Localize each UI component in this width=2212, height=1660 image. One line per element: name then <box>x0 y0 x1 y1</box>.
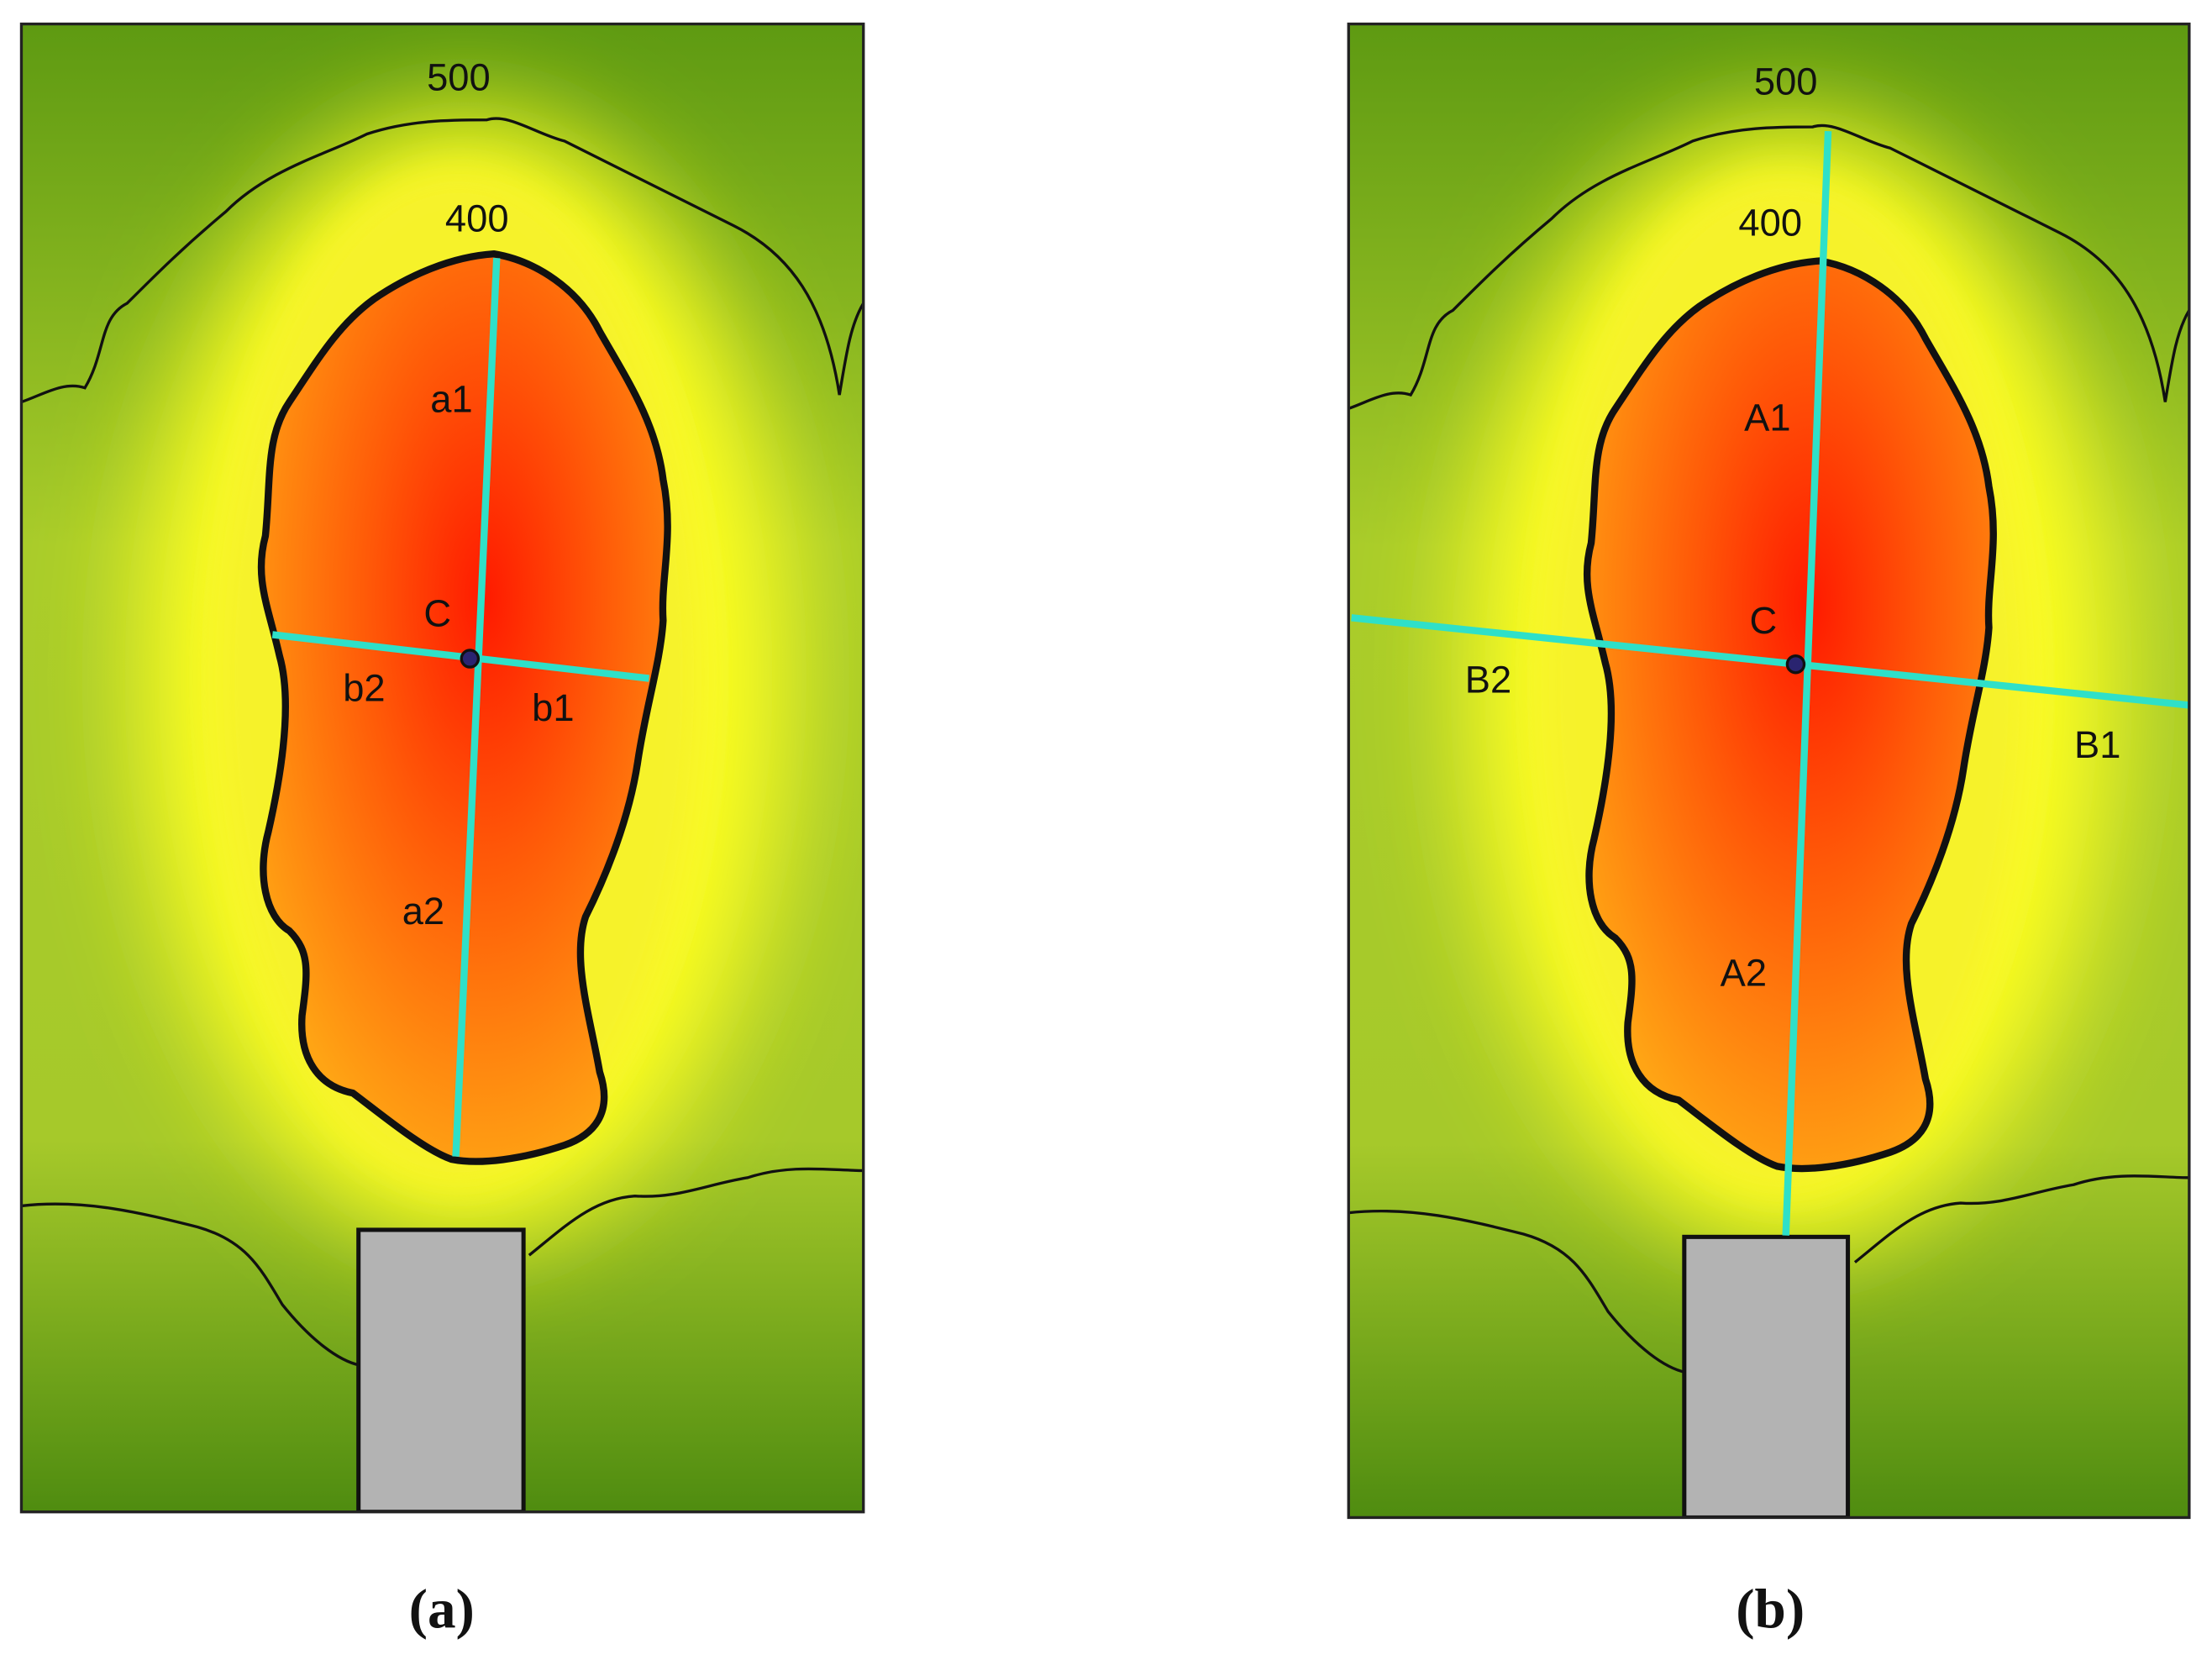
panel-caption: (a) <box>409 1578 475 1641</box>
axis-label: B2 <box>1465 659 1511 701</box>
contour-label: 400 <box>1738 202 1802 244</box>
contour-label: 500 <box>1754 60 1818 103</box>
axis-label: A2 <box>1721 952 1767 995</box>
panel-a <box>21 24 864 1512</box>
axis-label: C <box>1749 599 1777 642</box>
axis-label: a2 <box>402 890 444 932</box>
axis-label: b2 <box>343 667 385 710</box>
axis-label: A1 <box>1744 396 1790 439</box>
panel-caption: (b) <box>1736 1578 1805 1641</box>
axis-label: a1 <box>430 377 472 420</box>
contour-label: 500 <box>427 56 491 99</box>
axis-label: b1 <box>532 686 574 729</box>
contour-label: 400 <box>445 197 509 240</box>
axis-label: C <box>423 592 451 635</box>
panel-b <box>1348 24 2189 1518</box>
axis-label: B1 <box>2074 723 2120 766</box>
